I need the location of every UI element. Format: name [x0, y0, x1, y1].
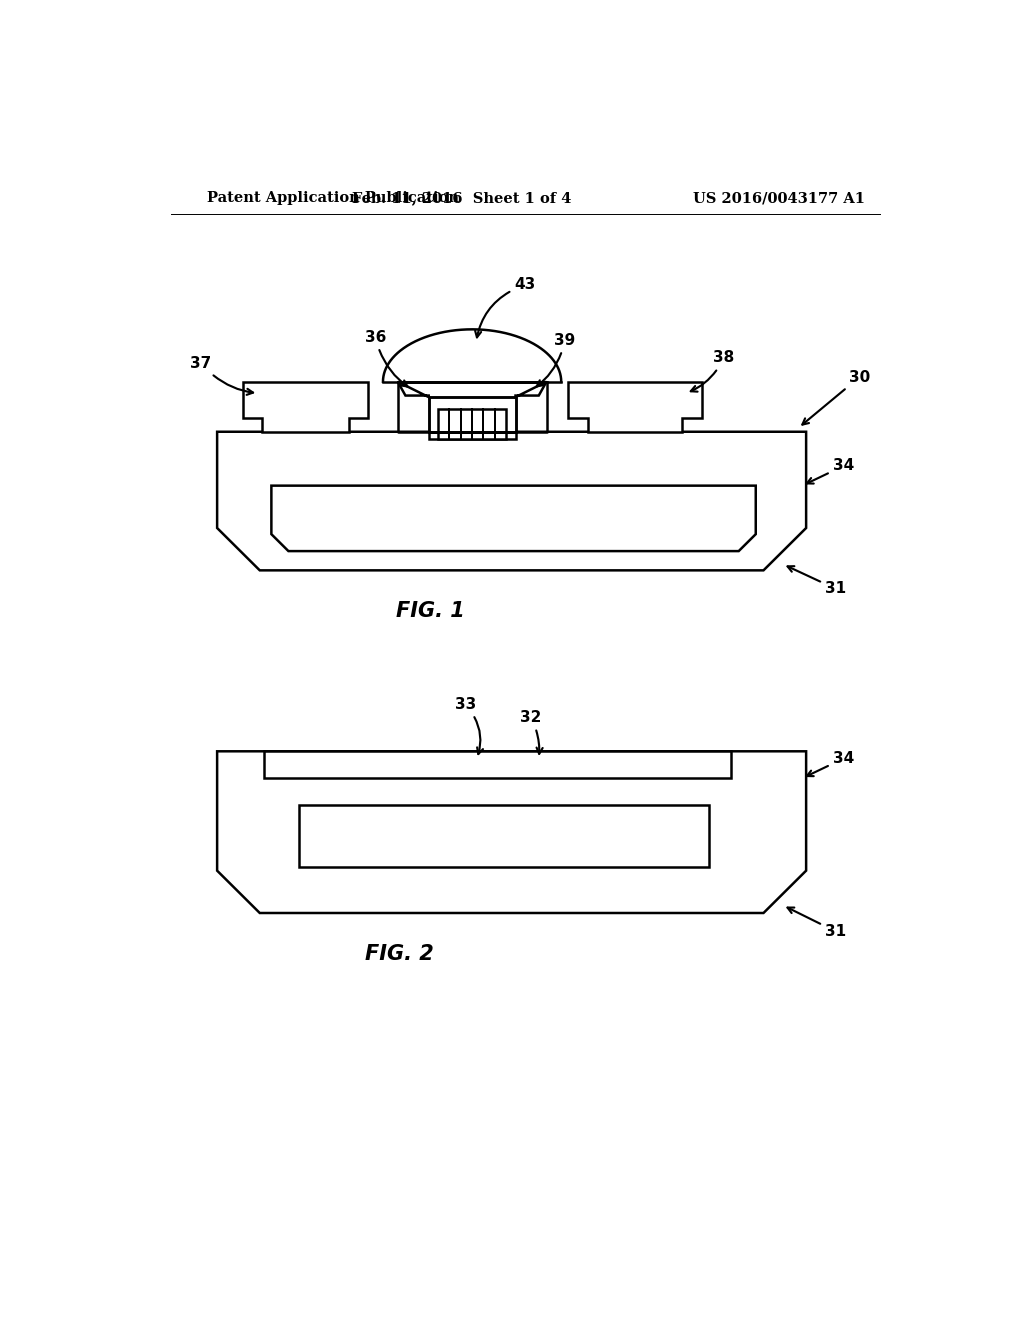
Text: 33: 33 — [455, 697, 483, 754]
Text: 36: 36 — [365, 330, 408, 387]
Bar — [263, 751, 731, 779]
Text: 32: 32 — [520, 710, 543, 754]
Text: 31: 31 — [787, 566, 847, 597]
Polygon shape — [397, 381, 429, 397]
Text: US 2016/0043177 A1: US 2016/0043177 A1 — [693, 191, 865, 206]
Bar — [429, 397, 515, 440]
Bar — [438, 409, 506, 440]
Text: FIG. 1: FIG. 1 — [396, 601, 465, 622]
Text: Patent Application Publication: Patent Application Publication — [207, 191, 459, 206]
Text: 39: 39 — [537, 333, 575, 387]
Bar — [299, 805, 710, 867]
Text: FIG. 2: FIG. 2 — [365, 944, 433, 964]
Text: 43: 43 — [475, 277, 536, 338]
Text: 34: 34 — [807, 751, 854, 776]
Text: Feb. 11, 2016  Sheet 1 of 4: Feb. 11, 2016 Sheet 1 of 4 — [351, 191, 571, 206]
Text: 38: 38 — [691, 350, 734, 392]
Polygon shape — [217, 751, 806, 913]
Polygon shape — [243, 381, 369, 432]
Polygon shape — [568, 381, 701, 432]
Text: 31: 31 — [787, 908, 847, 939]
Polygon shape — [271, 486, 756, 552]
Text: 30: 30 — [803, 370, 870, 425]
Text: 34: 34 — [807, 458, 854, 483]
Text: 37: 37 — [190, 356, 253, 395]
Polygon shape — [217, 432, 806, 570]
Polygon shape — [515, 381, 547, 397]
